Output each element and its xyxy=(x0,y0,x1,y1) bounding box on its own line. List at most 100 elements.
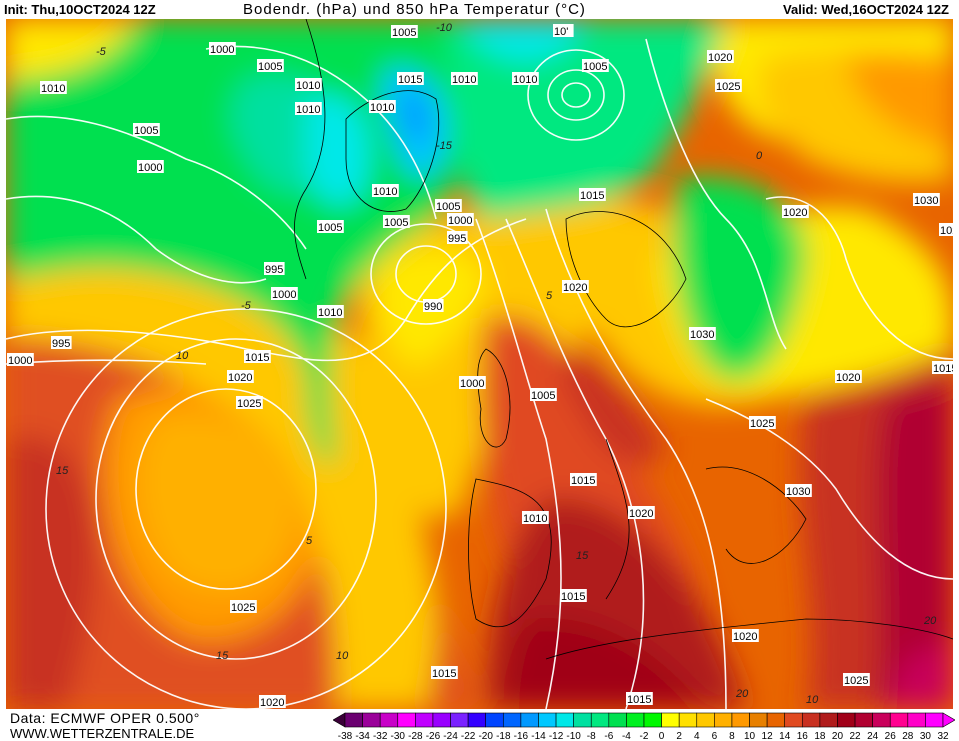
colorbar-label: 26 xyxy=(885,731,897,741)
svg-text:995: 995 xyxy=(265,264,283,276)
colorbar-label: 32 xyxy=(937,731,949,741)
isobars xyxy=(6,38,953,709)
svg-text:1015: 1015 xyxy=(245,352,269,364)
colorbar-label: 30 xyxy=(920,731,932,741)
isobar-label: 1020 xyxy=(628,506,655,520)
colorbar-swatch xyxy=(925,712,944,728)
isobar-label: 1025 xyxy=(230,600,257,614)
colorbar-label: -20 xyxy=(478,731,493,741)
isobar-label: 1020 xyxy=(782,205,809,219)
isobar-label: 995 xyxy=(447,231,468,245)
colorbar-swatch xyxy=(573,712,592,728)
isobar-label: 995 xyxy=(51,336,72,350)
svg-text:1000: 1000 xyxy=(210,44,234,56)
isobar-label: 1030 xyxy=(689,327,716,341)
isobar-label: 1010 xyxy=(512,72,539,86)
isobar-label: 1025 xyxy=(843,673,870,687)
isobar-label: 1010 xyxy=(295,102,322,116)
colorbar-label: 10 xyxy=(744,731,756,741)
isobar-label: 1020 xyxy=(562,280,589,294)
isotherm-label: 5 xyxy=(306,535,313,547)
colorbar-swatch xyxy=(520,712,539,728)
colorbar-label: -14 xyxy=(531,731,546,741)
svg-text:1010: 1010 xyxy=(296,104,320,116)
svg-text:1020: 1020 xyxy=(733,631,757,643)
colorbar-swatch xyxy=(678,712,698,728)
isobar-label: 1010 xyxy=(317,305,344,319)
svg-text:1010: 1010 xyxy=(513,74,537,86)
colorbar-high-arrow xyxy=(942,712,955,728)
isotherm-label: 5 xyxy=(546,290,553,302)
colorbar-label: -2 xyxy=(640,731,649,741)
isobar-label: 1025 xyxy=(749,416,776,430)
svg-text:995: 995 xyxy=(52,338,70,350)
isobar-label: 1000 xyxy=(271,287,298,301)
isobar-label: 1020 xyxy=(835,370,862,384)
isobar-label: 1010 xyxy=(369,100,396,114)
isotherm-label: 10 xyxy=(176,350,189,362)
colorbar-swatch xyxy=(485,712,504,728)
colorbar-label: -12 xyxy=(549,731,564,741)
svg-text:1020: 1020 xyxy=(783,207,807,219)
svg-text:1020: 1020 xyxy=(228,372,252,384)
valid-time: Valid: Wed,16OCT2024 12Z xyxy=(783,2,949,17)
colorbar-swatch xyxy=(397,712,416,728)
colorbar-swatch xyxy=(854,712,873,728)
isotherm-label: 10 xyxy=(806,694,819,706)
colorbar-swatch xyxy=(872,712,891,728)
isobar-label: 1015 xyxy=(244,350,271,364)
isobar-label: 1000 xyxy=(209,42,236,56)
svg-text:995: 995 xyxy=(448,233,466,245)
svg-text:1000: 1000 xyxy=(272,289,296,301)
colorbar-swatch xyxy=(731,712,750,728)
svg-text:1005: 1005 xyxy=(436,201,460,213)
colorbar-label: 20 xyxy=(832,731,844,741)
svg-text:1010: 1010 xyxy=(296,80,320,92)
svg-text:10': 10' xyxy=(554,26,568,38)
isobar-label: 990 xyxy=(423,299,444,313)
isobar-label: 1030 xyxy=(785,484,812,498)
colorbar-label: 24 xyxy=(867,731,879,741)
isotherm-label: -5 xyxy=(96,46,107,58)
colorbar-label: 22 xyxy=(849,731,861,741)
colorbar-swatch xyxy=(502,712,522,728)
svg-text:1000: 1000 xyxy=(460,378,484,390)
isobar-label: 1005 xyxy=(317,220,344,234)
isotherm-label: 20 xyxy=(735,688,749,700)
colorbar-swatch xyxy=(696,712,715,728)
colorbar-label: 12 xyxy=(762,731,774,741)
isobar-label: 1025 xyxy=(939,223,953,237)
colorbar-swatch xyxy=(749,712,768,728)
isobar-label: 1005 xyxy=(257,59,284,73)
colorbar-swatch xyxy=(450,712,469,728)
data-source: Data: ECMWF OPER 0.500° xyxy=(10,710,200,726)
colorbar-swatch xyxy=(643,712,662,728)
svg-text:1005: 1005 xyxy=(318,222,342,234)
temperature-colorbar: -38 -34 -32 -30 -28 -26 -24 -22 -20 -18 -16 -14 -12-… xyxy=(333,712,955,741)
isobar-label: 1005 xyxy=(391,25,418,39)
colorbar-label: -38 xyxy=(338,731,353,741)
svg-text:1025: 1025 xyxy=(750,418,774,430)
isobar-label: 1010 xyxy=(40,81,67,95)
colorbar-label: -32 xyxy=(373,731,388,741)
svg-text:1020: 1020 xyxy=(563,282,587,294)
colorbar-swatch xyxy=(538,712,557,728)
svg-text:1010: 1010 xyxy=(452,74,476,86)
colorbar-label: 18 xyxy=(814,731,826,741)
isobar-label: 1010 xyxy=(451,72,478,86)
svg-text:1005: 1005 xyxy=(531,390,555,402)
svg-text:1010: 1010 xyxy=(41,83,65,95)
colorbar-swatch xyxy=(626,712,645,728)
colorbar-swatch xyxy=(661,712,680,728)
isotherm-label: -15 xyxy=(436,140,453,152)
svg-text:1015: 1015 xyxy=(432,668,456,680)
svg-text:1010: 1010 xyxy=(523,513,547,525)
svg-text:1000: 1000 xyxy=(8,355,32,367)
colorbar-label: 14 xyxy=(779,731,791,741)
svg-text:1015: 1015 xyxy=(561,591,585,603)
isobar-label: 1010 xyxy=(295,78,322,92)
colorbar-label: 4 xyxy=(694,731,700,741)
svg-text:1015: 1015 xyxy=(627,694,651,706)
